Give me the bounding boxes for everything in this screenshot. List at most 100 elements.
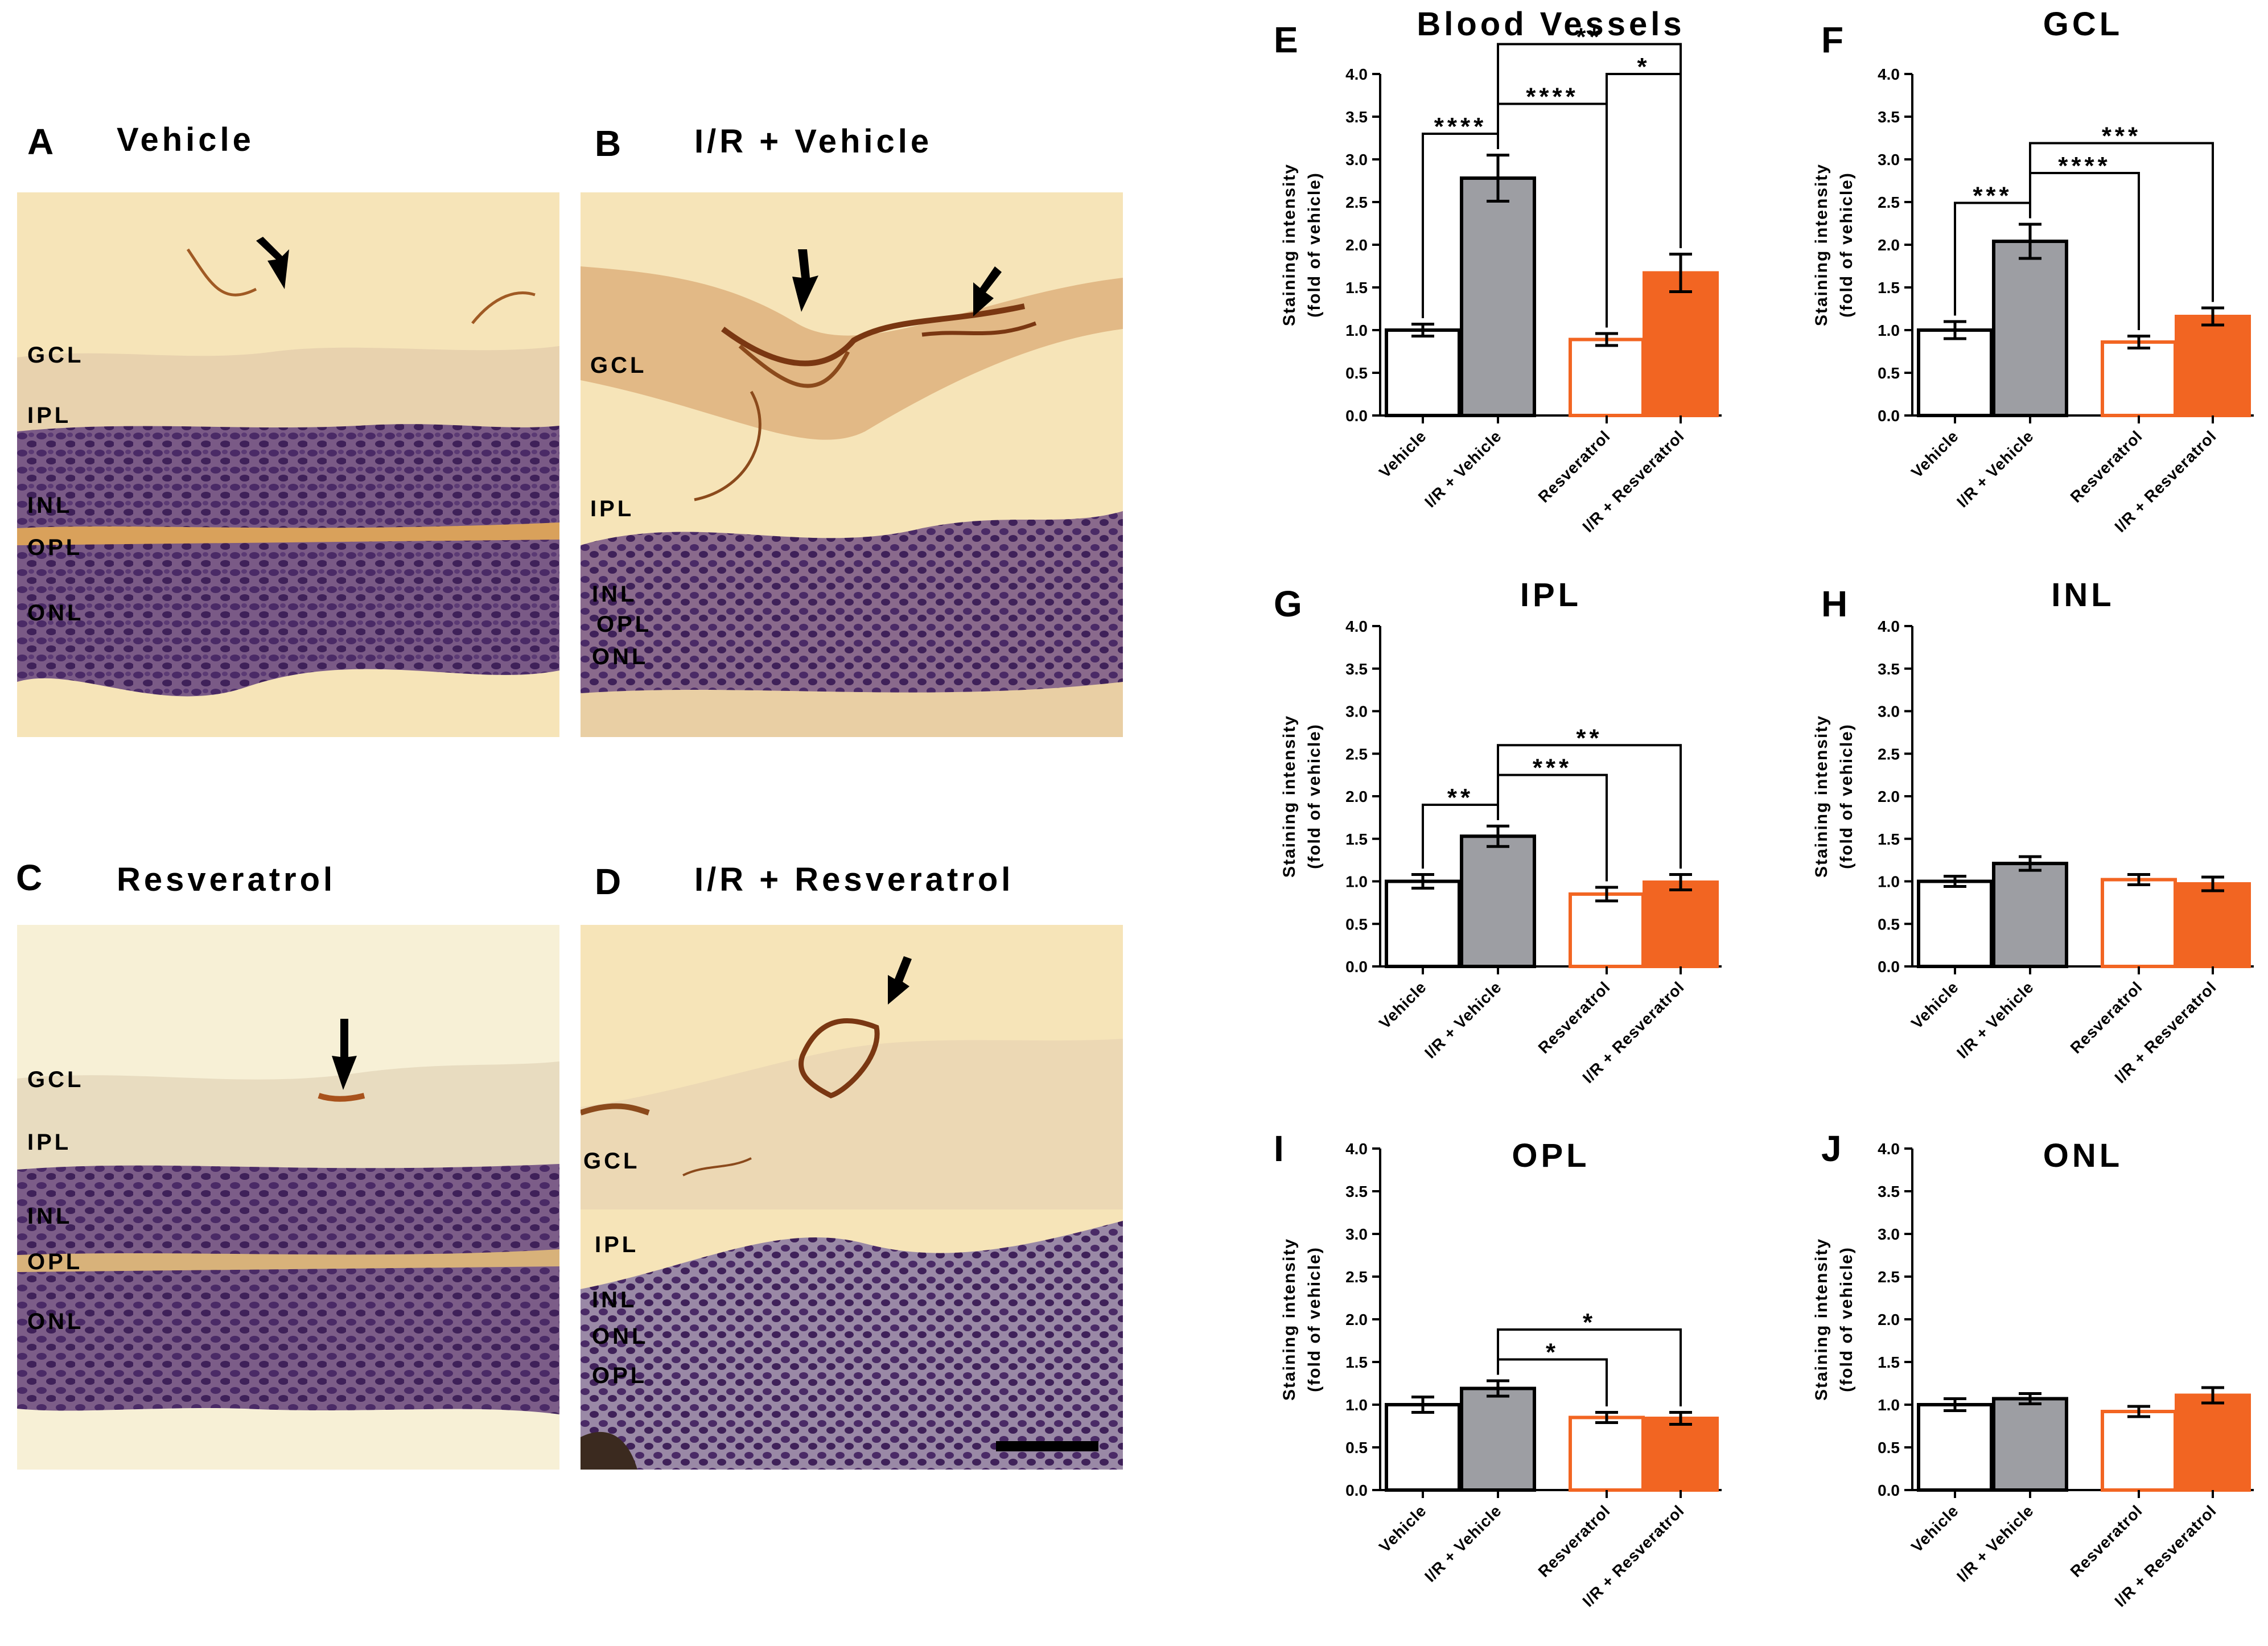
- bar: [1569, 338, 1645, 417]
- y-tick-label: 2.0: [1345, 1311, 1368, 1328]
- x-tick-label: Resveratrol: [2067, 427, 2146, 506]
- y-tick-label: 3.0: [1878, 151, 1900, 168]
- y-tick-label: 3.5: [1878, 660, 1900, 678]
- x-tick-label: Vehicle: [1908, 1501, 1962, 1556]
- y-tick-label: 0.0: [1878, 1482, 1900, 1499]
- x-tick-label: Resveratrol: [2067, 1501, 2146, 1581]
- y-tick-label: 4.0: [1345, 618, 1368, 635]
- micrograph-c-layer-opl: OPL: [27, 1249, 83, 1274]
- y-tick-label: 0.0: [1878, 407, 1900, 425]
- panel-c-title: Resveratrol: [117, 861, 336, 898]
- y-axis-label: (fold of vehicle): [1837, 1246, 1856, 1392]
- y-tick-label: 4.0: [1345, 1140, 1368, 1158]
- y-tick-label: 1.5: [1878, 1353, 1900, 1371]
- y-tick-label: 1.0: [1345, 873, 1368, 891]
- bar: [1460, 1386, 1536, 1492]
- y-tick-label: 0.5: [1345, 1439, 1368, 1456]
- micrograph-a-layer-gcl: GCL: [27, 343, 84, 368]
- y-tick-label: 1.0: [1345, 1396, 1368, 1414]
- chart-title: Blood Vessels: [1417, 6, 1685, 43]
- bar: [2175, 882, 2251, 968]
- y-tick-label: 2.0: [1878, 236, 1900, 254]
- bar: [2101, 878, 2177, 969]
- y-axis-label: (fold of vehicle): [1305, 172, 1324, 318]
- micrograph-d-layer-ipl: IPL: [595, 1232, 639, 1257]
- x-tick-label: Resveratrol: [1535, 1501, 1614, 1581]
- significance-bracket: [2029, 142, 2214, 302]
- micrograph-d-drawing: [581, 925, 1123, 1470]
- micrograph-d: [581, 925, 1123, 1470]
- micrograph-a-drawing: [17, 192, 559, 737]
- bar: [1917, 1403, 1993, 1492]
- panel-letter-d: D: [595, 861, 621, 902]
- x-tick-label: Vehicle: [1376, 978, 1430, 1032]
- y-tick-label: 2.0: [1345, 236, 1368, 254]
- significance-label: *: [1637, 53, 1650, 81]
- y-tick-label: 3.0: [1878, 1225, 1900, 1243]
- bar: [1385, 328, 1461, 417]
- y-tick-label: 2.5: [1878, 1268, 1900, 1286]
- x-tick-label: Vehicle: [1908, 427, 1962, 481]
- x-tick-label: Vehicle: [1908, 978, 1962, 1032]
- micrograph-d-layer-opl: OPL: [592, 1363, 648, 1388]
- y-tick-label: 2.0: [1878, 788, 1900, 805]
- y-axis-label: (fold of vehicle): [1305, 1246, 1324, 1392]
- micrograph-b-drawing: [581, 192, 1123, 737]
- significance-bracket: [1497, 744, 1682, 869]
- bar: [1992, 1397, 2068, 1492]
- micrograph-d-layer-inl: INL: [592, 1287, 637, 1312]
- micrograph-c-layer-ipl: IPL: [27, 1130, 72, 1155]
- chart-g: G IPL Staining intensity (fold of vehicle) 0…: [1274, 577, 1722, 1087]
- panel-letter-b: B: [595, 123, 621, 164]
- y-tick-label: 0.5: [1878, 364, 1900, 382]
- x-tick-label: Resveratrol: [1535, 978, 1614, 1057]
- micrograph-b-layer-gcl: GCL: [590, 353, 647, 378]
- y-tick-label: 1.0: [1878, 873, 1900, 891]
- bar: [1643, 271, 1719, 417]
- y-tick-label: 1.0: [1878, 1396, 1900, 1414]
- y-tick-label: 3.0: [1345, 1225, 1368, 1243]
- micrograph-b-layer-inl: INL: [592, 582, 637, 607]
- bar: [2175, 315, 2251, 417]
- y-tick-label: 1.5: [1345, 830, 1368, 848]
- chart-letter: E: [1274, 19, 1298, 60]
- micrograph-a: [17, 192, 559, 737]
- y-tick-label: 3.5: [1345, 660, 1368, 678]
- panel-d-title: I/R + Resveratrol: [694, 861, 1014, 898]
- panel-a-title: Vehicle: [117, 121, 254, 158]
- bar: [2101, 340, 2177, 417]
- significance-bracket: [1497, 43, 1682, 248]
- bar: [2175, 1393, 2251, 1492]
- y-tick-label: 4.0: [1878, 1140, 1900, 1158]
- y-tick-label: 0.5: [1878, 1439, 1900, 1456]
- y-tick-label: 1.5: [1345, 1353, 1368, 1371]
- y-axis-label: (fold of vehicle): [1837, 172, 1856, 318]
- y-tick-label: 2.5: [1345, 1268, 1368, 1286]
- y-tick-label: 3.0: [1345, 703, 1368, 721]
- y-tick-label: 0.5: [1345, 364, 1368, 382]
- y-tick-label: 3.5: [1345, 1183, 1368, 1200]
- significance-label: ***: [1973, 182, 2012, 210]
- y-tick-label: 3.0: [1878, 703, 1900, 721]
- bar: [1569, 892, 1645, 969]
- micrograph-b-layer-opl: OPL: [596, 612, 652, 637]
- significance-label: ****: [1434, 113, 1487, 141]
- significance-label: *: [1583, 1308, 1596, 1336]
- y-tick-label: 4.0: [1878, 65, 1900, 83]
- chart-letter: H: [1821, 583, 1847, 624]
- chart-title: INL: [2051, 577, 2114, 614]
- significance-label: ***: [2102, 122, 2141, 150]
- x-tick-label: Vehicle: [1376, 427, 1430, 481]
- y-tick-label: 3.5: [1878, 1183, 1900, 1200]
- y-tick-label: 2.5: [1345, 194, 1368, 211]
- y-axis-label: Staining intensity: [1812, 1238, 1831, 1401]
- y-tick-label: 3.5: [1345, 108, 1368, 126]
- x-tick-label: I/R + Vehicle: [1953, 978, 2037, 1061]
- y-axis-label: Staining intensity: [1280, 163, 1299, 326]
- significance-label: **: [1447, 784, 1473, 812]
- bar: [1917, 879, 1993, 968]
- micrograph-a-layer-ipl: IPL: [27, 403, 72, 428]
- bar: [1385, 1403, 1461, 1492]
- micrograph-b-layer-onl: ONL: [592, 644, 649, 669]
